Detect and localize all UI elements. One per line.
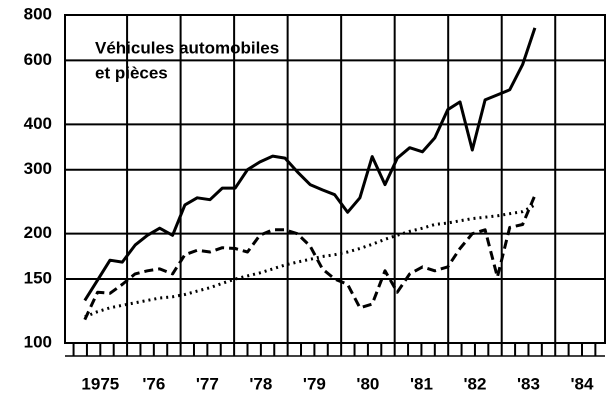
x-tick-label: '76: [142, 374, 165, 393]
x-tick-label: '77: [196, 374, 219, 393]
data-line: [84, 203, 536, 319]
y-tick-label: 300: [24, 159, 52, 178]
data-line: [83, 27, 537, 302]
y-tick-label: 800: [24, 4, 52, 23]
x-tick-label: '82: [463, 374, 486, 393]
x-tick-label: '79: [303, 374, 326, 393]
x-tick-label: '81: [410, 374, 433, 393]
y-tick-label: 400: [24, 114, 52, 133]
x-tick-label: '83: [517, 374, 540, 393]
x-tick-label: '78: [249, 374, 272, 393]
x-tick-label: 1975: [81, 374, 119, 393]
x-tick-label: '80: [356, 374, 379, 393]
y-tick-label: 100: [24, 332, 52, 351]
chart-title: et pièces: [95, 63, 168, 82]
data-line: [83, 194, 537, 321]
y-tick-label: 600: [24, 50, 52, 69]
chart-title: Véhicules automobiles: [95, 38, 279, 57]
y-tick-label: 150: [24, 269, 52, 288]
y-tick-label: 200: [24, 223, 52, 242]
x-tick-label: '84: [571, 374, 594, 393]
